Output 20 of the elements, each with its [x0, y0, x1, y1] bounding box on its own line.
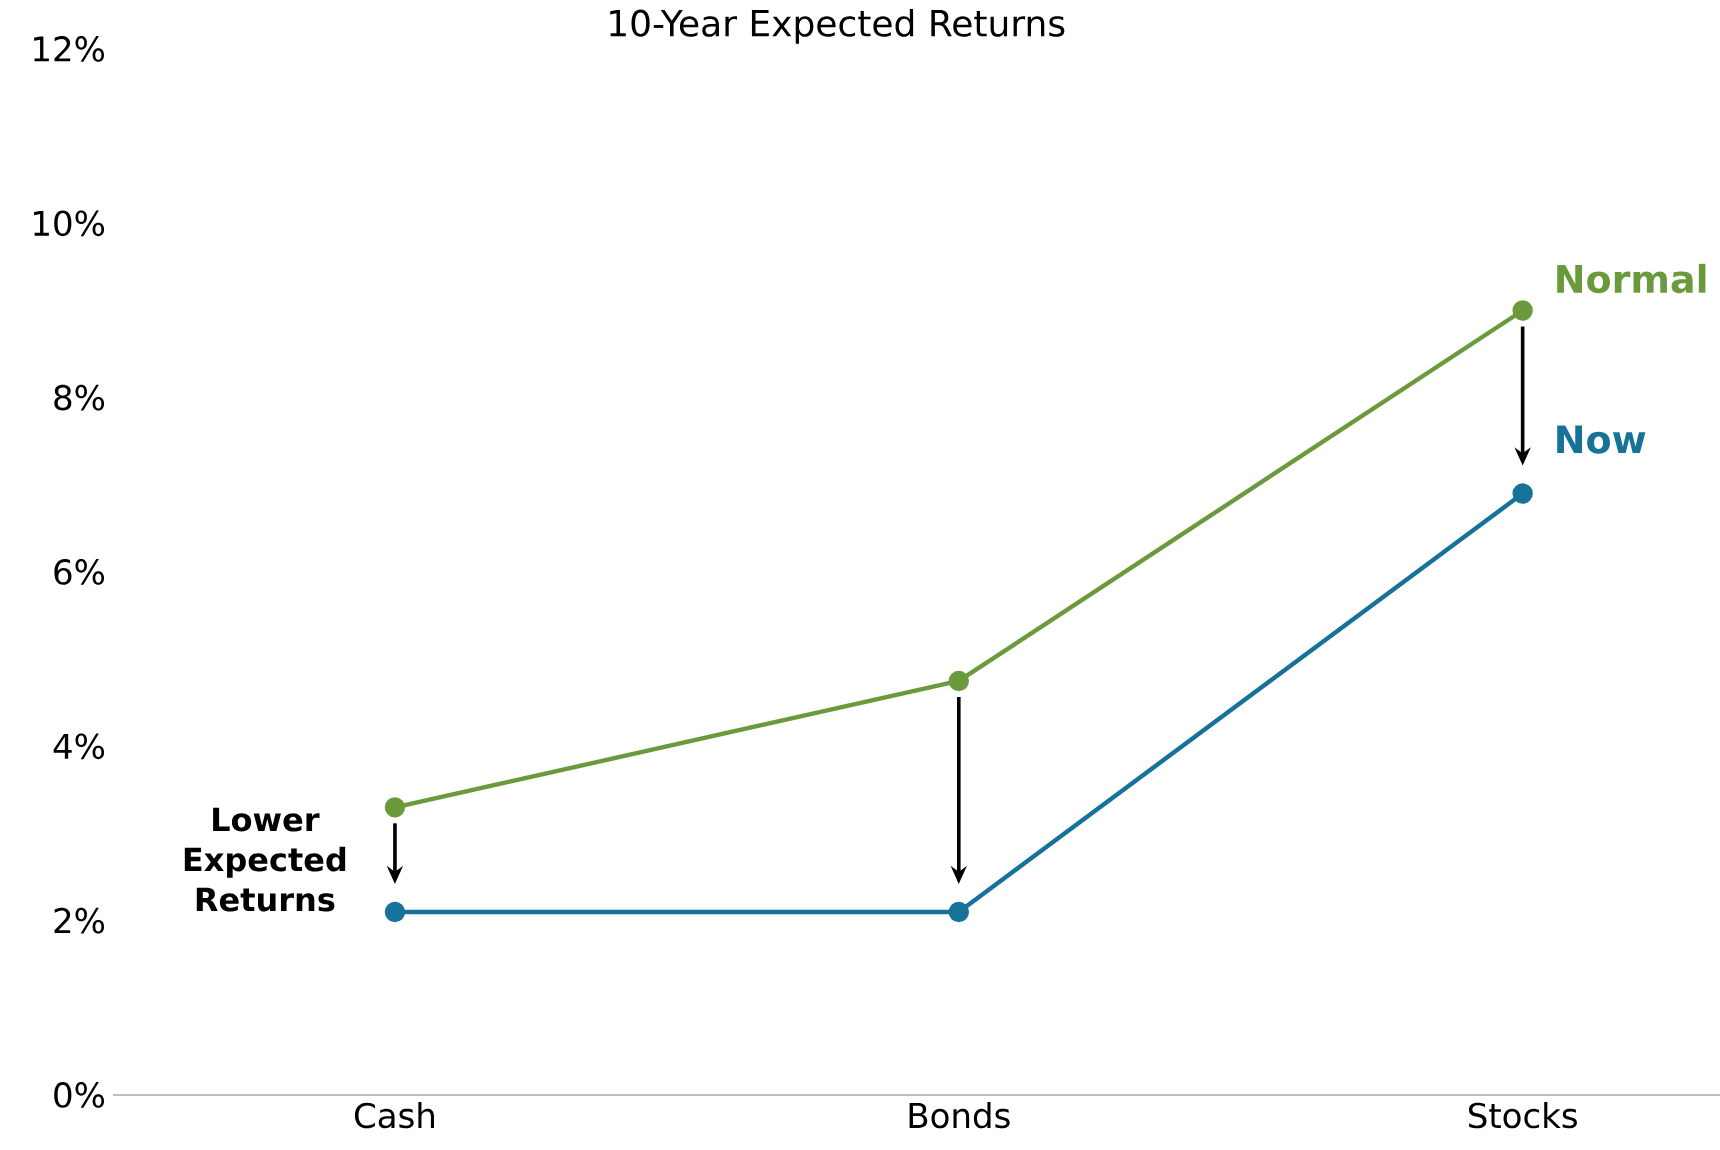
- y-tick-label: 12%: [34, 36, 105, 62]
- annotation: Lower Expected Returns: [184, 807, 346, 912]
- y-tick-label: 8%: [54, 384, 105, 411]
- y-tick-label: 2%: [54, 907, 105, 934]
- y-tick-label: 4%: [53, 733, 105, 760]
- point: [948, 670, 969, 692]
- chart-title: 10-Year Expected Returns: [610, 8, 1065, 44]
- x-tick-label: Bonds: [909, 1102, 1010, 1129]
- y-tick-label: 0%: [54, 1082, 105, 1108]
- x-tick-label: Stocks: [1468, 1102, 1577, 1129]
- point: [948, 901, 969, 923]
- point: [384, 901, 406, 923]
- series-label: Now: [1557, 425, 1646, 454]
- point: [1512, 483, 1533, 504]
- y-tick-label: 10%: [34, 210, 105, 237]
- point: [384, 797, 406, 818]
- series-label: Normal: [1557, 263, 1706, 294]
- y-tick-label: 6%: [54, 559, 105, 585]
- point: [1512, 300, 1533, 321]
- x-tick-label: Cash: [354, 1102, 434, 1129]
